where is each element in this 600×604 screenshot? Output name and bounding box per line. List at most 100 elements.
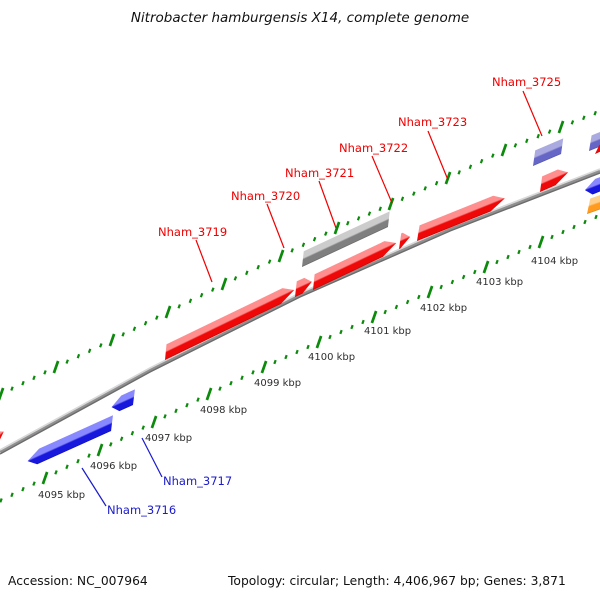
inner-ruler: 4095 kbp 4096 kbp 4097 kbp 4098 kbp 4099 kbp… [0, 214, 598, 503]
ruler-minor-tick [412, 191, 416, 196]
feature-gene-purple-right-edge [589, 129, 600, 151]
feature-Nham_3723 [417, 195, 505, 241]
gene-label-Nham_3717: Nham_3717 [163, 474, 232, 488]
feature-Nham_3719 [165, 288, 295, 360]
ruler-minor-tick [361, 319, 365, 325]
ruler-minor-tick [593, 110, 597, 116]
ruler-major-tick [164, 305, 172, 319]
feature-shape [595, 140, 600, 154]
gene-label-Nham_3716: Nham_3716 [107, 503, 176, 517]
leader-line-Nham_3722 [371, 155, 393, 204]
feature-shape [313, 241, 397, 290]
ruler-minor-tick [328, 334, 332, 340]
gene-label-Nham_3723: Nham_3723 [398, 115, 467, 129]
ruler-minor-tick [457, 170, 461, 175]
ruler-minor-tick [513, 143, 518, 148]
ruler-major-tick [52, 360, 60, 374]
gene-label-Nham_3722: Nham_3722 [339, 141, 408, 155]
ruler-minor-tick [378, 206, 382, 212]
ruler-minor-tick [312, 236, 317, 242]
ruler-minor-tick [163, 414, 167, 419]
ruler-minor-tick [132, 326, 137, 332]
ruler-minor-tick [468, 164, 473, 170]
ruler-minor-tick [155, 315, 159, 320]
feature-shape [587, 192, 600, 214]
feature-gene-red-right-edge [595, 140, 600, 154]
ruler-minor-tick [196, 397, 200, 402]
ruler-minor-tick [256, 264, 260, 270]
scale-label: 4102 kbp [420, 303, 467, 314]
ruler-minor-tick [536, 133, 540, 139]
ruler-minor-tick [245, 270, 249, 276]
ruler-minor-tick [583, 219, 587, 225]
backbone-line [0, 168, 600, 455]
leader-line-Nham_3719 [195, 239, 213, 283]
scale-label: 4103 kbp [476, 277, 523, 288]
feature-shape [584, 174, 600, 195]
scale-label: 4098 kbp [200, 405, 247, 416]
ruler-major-tick [260, 360, 268, 374]
ruler-minor-tick [218, 386, 222, 391]
figure-title: Nitrobacter hamburgensis X14, complete g… [130, 10, 470, 26]
ruler-major-tick [41, 471, 49, 485]
ruler-minor-tick [87, 348, 92, 354]
ruler-minor-tick [528, 244, 532, 250]
leader-line-Nham_3725 [522, 90, 543, 137]
ruler-minor-tick [174, 408, 178, 414]
gene-label-Nham_3725: Nham_3725 [492, 75, 561, 89]
feature-shape [111, 389, 135, 412]
ruler-minor-tick [143, 320, 148, 326]
feature-gene-blue-right-edge [584, 174, 600, 195]
ruler-minor-tick [141, 425, 145, 430]
ruler-minor-tick [0, 498, 3, 503]
ruler-minor-tick [306, 344, 310, 350]
ruler-minor-tick [54, 470, 58, 475]
ruler-minor-tick [301, 242, 306, 248]
ruler-major-tick [444, 171, 452, 185]
ruler-minor-tick [346, 220, 350, 226]
ruler-minor-tick [461, 274, 466, 280]
ruler-minor-tick [405, 299, 410, 305]
ruler-minor-tick [10, 492, 14, 498]
ruler-minor-tick [229, 380, 233, 386]
ruler-minor-tick [199, 292, 204, 298]
ruler-major-tick [220, 277, 228, 291]
feature-Nham_3722 [399, 232, 411, 249]
ruler-minor-tick [240, 375, 244, 381]
ruler-minor-tick [434, 180, 439, 186]
ruler-minor-tick [517, 249, 521, 255]
ruler-major-tick [557, 120, 565, 134]
ruler-minor-tick [525, 138, 529, 144]
feature-gene-orange-right-edge [587, 192, 600, 214]
ruler-major-tick [333, 221, 341, 235]
gene-label-Nham_3721: Nham_3721 [285, 166, 354, 180]
feature-Nham_3720 [295, 277, 312, 297]
ruler-major-tick [0, 387, 5, 401]
scale-label: 4101 kbp [364, 326, 411, 337]
ruler-minor-tick [177, 304, 181, 309]
ruler-minor-tick [550, 234, 554, 240]
ruler-minor-tick [43, 370, 47, 375]
ruler-minor-tick [290, 248, 294, 253]
ruler-major-tick [205, 387, 213, 401]
backbone-line [0, 168, 600, 451]
leader-line-Nham_3723 [427, 130, 449, 181]
ruler-minor-tick [324, 231, 328, 236]
ruler-minor-tick [356, 216, 361, 221]
leader-line-Nham_3716 [81, 467, 107, 507]
ruler-minor-tick [21, 486, 25, 492]
ruler-major-tick [537, 235, 545, 249]
feature-shape [417, 195, 505, 241]
accession-text: Accession: NC_007964 [8, 574, 148, 588]
ruler-minor-tick [423, 186, 427, 191]
ruler-minor-tick [76, 458, 80, 464]
gene-label-Nham_3720: Nham_3720 [231, 189, 300, 203]
ruler-minor-tick [450, 279, 455, 285]
ruler-major-tick [500, 143, 508, 157]
ruler-minor-tick [109, 442, 113, 447]
ruler-minor-tick [400, 196, 405, 202]
ruler-minor-tick [383, 309, 387, 315]
ruler-minor-tick [32, 481, 36, 486]
ruler-minor-tick [121, 332, 125, 337]
